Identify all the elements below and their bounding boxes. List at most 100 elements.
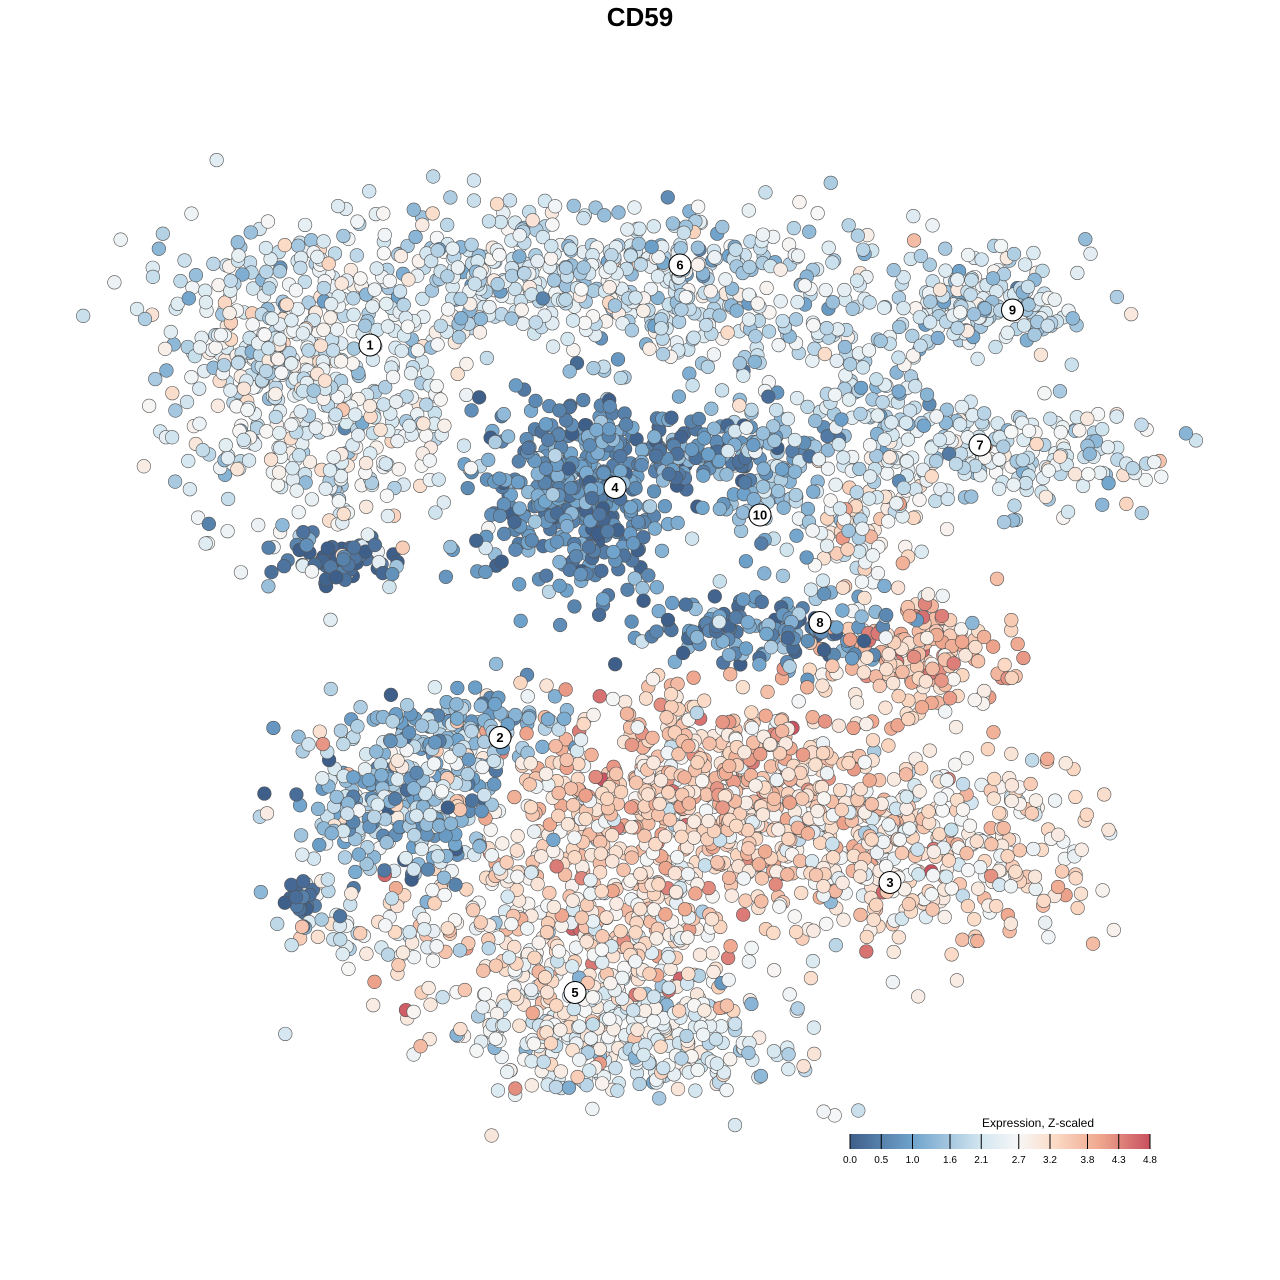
data-point (929, 409, 944, 424)
data-point (741, 841, 756, 856)
data-point (497, 526, 512, 541)
data-point (588, 769, 603, 785)
data-point (949, 973, 965, 988)
data-point (667, 866, 683, 881)
data-point (881, 817, 896, 832)
data-point (513, 613, 528, 628)
data-point (821, 240, 836, 255)
data-point (634, 457, 649, 473)
data-point (586, 707, 601, 722)
data-point (954, 399, 969, 415)
data-point (336, 552, 351, 567)
data-point (558, 413, 574, 428)
data-point (780, 411, 796, 426)
data-point (546, 832, 561, 847)
data-point (727, 1117, 743, 1133)
data-point (376, 246, 391, 261)
data-point (873, 333, 888, 349)
data-point (723, 939, 738, 954)
data-point (1041, 930, 1056, 945)
data-point (597, 208, 612, 223)
data-point (962, 818, 978, 833)
data-point (924, 887, 939, 902)
data-point (449, 697, 464, 712)
data-point (546, 273, 562, 288)
data-point (856, 665, 871, 680)
data-point (390, 772, 405, 787)
data-point (688, 886, 703, 901)
data-point (395, 945, 411, 960)
data-point (720, 325, 735, 340)
data-point (989, 571, 1005, 586)
data-point (1134, 505, 1149, 521)
data-point (632, 1076, 647, 1092)
data-point (828, 937, 843, 953)
data-point (1124, 307, 1139, 322)
data-point (463, 461, 478, 476)
data-point (689, 630, 705, 645)
data-point (865, 548, 880, 563)
data-point (649, 931, 664, 946)
data-point (459, 356, 474, 372)
data-point (843, 357, 858, 372)
data-point (736, 368, 751, 383)
data-point (181, 453, 196, 469)
data-point (423, 807, 438, 823)
data-point (1073, 886, 1089, 901)
data-point (1119, 496, 1134, 511)
data-point (274, 365, 289, 380)
data-point (413, 1039, 428, 1054)
data-point (690, 755, 705, 770)
data-point (179, 394, 195, 410)
data-point (862, 491, 877, 506)
data-point (414, 841, 429, 857)
data-point (935, 588, 950, 603)
data-point (367, 974, 382, 989)
data-point (837, 282, 852, 298)
data-point (919, 630, 935, 646)
data-point (507, 514, 522, 529)
data-point (410, 343, 425, 358)
data-point (899, 454, 914, 469)
data-point (603, 260, 618, 275)
data-point (819, 538, 835, 553)
data-point (674, 829, 689, 844)
data-point (438, 569, 453, 584)
data-point (990, 416, 1005, 431)
data-point (361, 772, 376, 788)
data-point (627, 571, 642, 586)
data-point (585, 1017, 600, 1032)
data-point (800, 826, 815, 841)
data-point (948, 720, 964, 735)
data-point (324, 297, 339, 312)
data-point (373, 422, 388, 437)
data-point (366, 998, 381, 1013)
data-point (642, 966, 657, 981)
data-point (816, 642, 832, 658)
data-point (715, 715, 730, 730)
data-point (854, 609, 869, 624)
data-point (288, 283, 304, 298)
data-point (428, 505, 443, 520)
data-point (996, 439, 1011, 454)
data-point (432, 818, 447, 833)
data-point (490, 277, 505, 292)
data-point (1035, 263, 1050, 278)
data-point (633, 257, 648, 272)
data-point (513, 675, 528, 690)
data-point (984, 868, 999, 884)
data-point (646, 484, 662, 499)
data-point (565, 313, 581, 328)
data-point (246, 281, 261, 296)
data-point (1004, 778, 1020, 793)
data-point (602, 399, 617, 414)
data-point (512, 1018, 527, 1033)
data-point (310, 929, 325, 944)
data-point (958, 648, 973, 663)
data-point (487, 697, 503, 712)
data-point (744, 705, 759, 720)
data-point (440, 302, 456, 317)
data-point (230, 235, 245, 250)
data-point (631, 514, 646, 530)
data-point (878, 630, 893, 645)
